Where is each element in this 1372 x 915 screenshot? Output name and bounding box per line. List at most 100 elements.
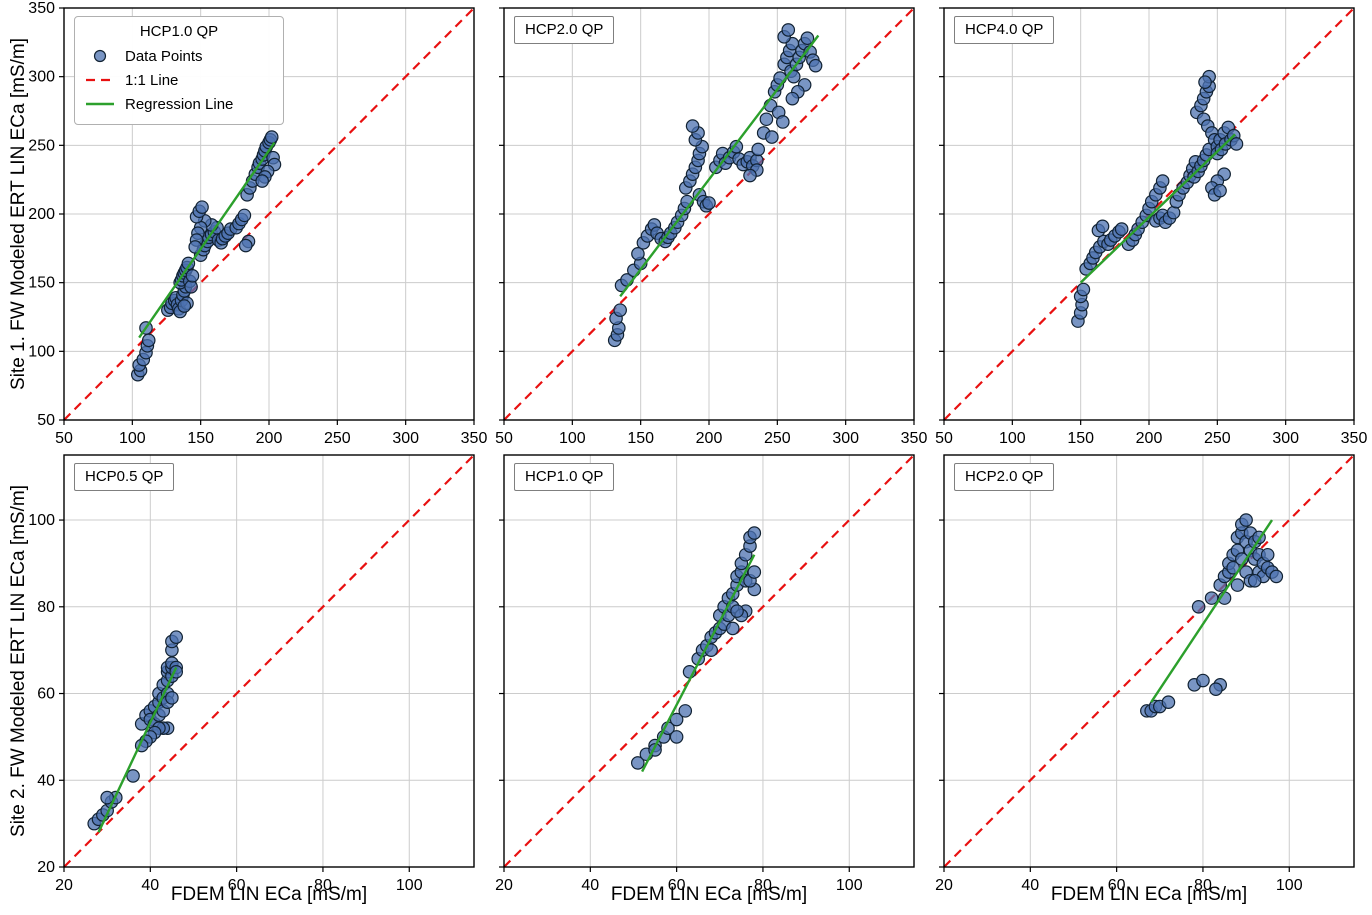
x-tick-label: 40	[1021, 877, 1039, 894]
subplot-site2-hcp05: 20 40 60 80 100 20 40 60 80 100 HCP0.5 QP	[28, 454, 475, 894]
x-tick-label: 60	[668, 877, 686, 894]
legend-item-regression-line: Regression Line	[83, 92, 275, 116]
x-tick-label: 40	[581, 877, 599, 894]
x-tick-label: 200	[1136, 430, 1163, 447]
x-tick-label: 80	[314, 877, 332, 894]
data-point	[751, 142, 765, 157]
x-tick-label: 80	[1194, 877, 1212, 894]
data-point	[264, 130, 279, 144]
data-point-marker-icon	[83, 49, 117, 63]
one-to-one-line	[63, 7, 475, 421]
data-point	[195, 200, 209, 214]
data-point	[1247, 573, 1262, 588]
data-point	[1166, 205, 1181, 220]
data-point	[185, 268, 200, 283]
y-tick-label: 300	[28, 69, 55, 86]
legend-item-identity-line: 1:1 Line	[83, 68, 275, 92]
data-point	[1191, 599, 1206, 614]
data-point	[177, 299, 192, 313]
data-point	[1198, 75, 1212, 89]
one-to-one-line	[503, 454, 915, 868]
x-tick-label: 60	[228, 877, 246, 894]
plot-frame	[503, 454, 915, 868]
plot-area-site2-hcp1: 20 40 60 80 100	[495, 454, 915, 894]
data-point	[702, 196, 716, 210]
data-point	[800, 31, 815, 46]
data-point	[1230, 578, 1245, 592]
plot-area-site1-hcp2: 50 100 150 200 250 300 350	[495, 7, 927, 447]
panel-label: HCP2.0 QP	[954, 463, 1055, 491]
data-point	[613, 303, 627, 317]
data-point	[1114, 222, 1129, 236]
regression-line	[641, 554, 756, 773]
data-point	[165, 691, 179, 705]
legend-label: Data Points	[125, 47, 203, 65]
data-point	[781, 23, 796, 37]
x-tick-label: 100	[559, 430, 586, 447]
regression-line	[1150, 519, 1273, 703]
data-point	[747, 565, 762, 579]
x-tick-label: 100	[999, 430, 1026, 447]
plot-frame	[943, 454, 1355, 868]
x-tick-label: 350	[1341, 430, 1368, 447]
x-tick-label: 50	[55, 430, 73, 447]
one-to-one-line	[503, 7, 915, 421]
y-tick-label: 20	[37, 859, 55, 876]
data-point	[1213, 183, 1227, 198]
x-tick-label: 250	[764, 430, 791, 447]
data-point	[808, 58, 823, 73]
x-tick-label: 100	[1276, 877, 1303, 894]
x-axis-label-1: FDEM LIN ECa [mS/m]	[170, 884, 368, 905]
x-tick-label: 250	[324, 430, 351, 447]
subplot-site1-hcp1: 50 100 150 200 250 300 350 50 100 150 200 250 300 350…	[28, 0, 487, 447]
legend-label: 1:1 Line	[125, 71, 179, 89]
x-tick-label: 200	[696, 430, 723, 447]
regression-line	[97, 666, 178, 833]
legend-title: HCP1.0 QP	[139, 23, 219, 40]
regression-line	[619, 34, 820, 298]
data-point	[743, 168, 757, 183]
data-point	[725, 621, 740, 636]
data-point	[785, 91, 800, 106]
data-point	[730, 604, 744, 618]
data-point	[238, 238, 253, 253]
data-point	[1155, 174, 1170, 188]
x-tick-label: 200	[256, 430, 283, 447]
one-to-one-line	[63, 454, 475, 868]
data-point	[669, 730, 684, 744]
data-point	[1161, 695, 1176, 709]
panel-label: HCP0.5 QP	[74, 463, 175, 491]
x-axis-label-2: FDEM LIN ECa [mS/m]	[610, 884, 808, 905]
data-point	[669, 712, 684, 727]
legend-item-data-points: Data Points	[83, 44, 275, 68]
data-point	[1076, 282, 1091, 297]
x-tick-label: 350	[461, 430, 488, 447]
y-tick-label: 40	[37, 772, 55, 789]
data-point	[1209, 682, 1223, 696]
x-tick-label: 250	[1204, 430, 1231, 447]
y-tick-label: 100	[28, 512, 55, 529]
data-point	[255, 174, 269, 188]
x-tick-label: 50	[935, 430, 953, 447]
x-tick-label: 20	[935, 877, 953, 894]
identity-line-icon	[83, 73, 117, 87]
plot-area-site2-hcp05: 20 40 60 80 100 20 40 60 80 100	[28, 454, 475, 894]
x-tick-label: 60	[1108, 877, 1126, 894]
data-point	[1269, 569, 1284, 584]
x-tick-label: 150	[1067, 430, 1094, 447]
data-point	[631, 247, 645, 261]
data-point	[773, 71, 787, 85]
plot-area-site2-hcp2: 20 40 60 80 100	[935, 454, 1355, 894]
regression-line	[138, 141, 276, 339]
regression-line-icon	[83, 97, 117, 111]
data-point	[1229, 137, 1244, 151]
subplot-site1-hcp4: 50 100 150 200 250 300 350 HCP4.0 QP	[935, 7, 1367, 447]
y-tick-label: 350	[28, 0, 55, 17]
data-point	[100, 790, 114, 805]
y-tick-label: 100	[28, 343, 55, 360]
plot-frame	[63, 454, 475, 868]
y-tick-label: 80	[37, 599, 55, 616]
x-tick-label: 300	[832, 430, 859, 447]
data-point	[141, 333, 156, 348]
panel-label: HCP2.0 QP	[514, 16, 615, 44]
